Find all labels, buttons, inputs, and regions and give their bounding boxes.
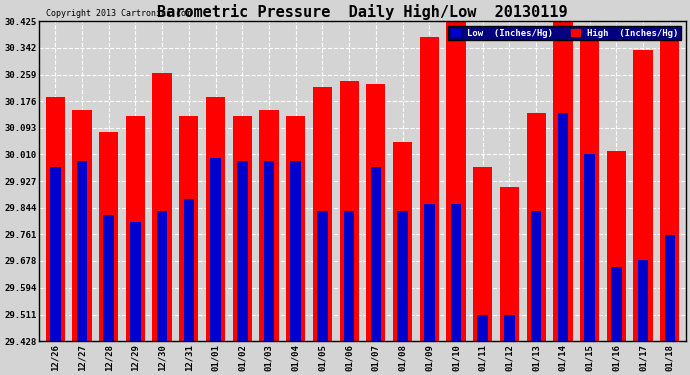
Bar: [126, 116, 145, 341]
Bar: [157, 211, 168, 341]
Bar: [371, 167, 381, 341]
Bar: [553, 21, 573, 341]
Bar: [233, 116, 252, 341]
Bar: [504, 315, 515, 341]
Bar: [580, 39, 599, 341]
Bar: [607, 151, 626, 341]
Bar: [99, 132, 118, 341]
Bar: [393, 142, 412, 341]
Bar: [660, 39, 680, 341]
Title: Barometric Pressure  Daily High/Low  20130119: Barometric Pressure Daily High/Low 20130…: [157, 4, 568, 20]
Bar: [397, 211, 408, 341]
Bar: [130, 222, 141, 341]
Bar: [420, 38, 439, 341]
Bar: [611, 267, 622, 341]
Bar: [526, 113, 546, 341]
Bar: [633, 50, 653, 341]
Bar: [50, 167, 61, 341]
Bar: [558, 113, 568, 341]
Bar: [317, 211, 328, 341]
Bar: [184, 200, 194, 341]
Bar: [584, 154, 595, 341]
Bar: [152, 73, 172, 341]
Bar: [290, 161, 301, 341]
Bar: [72, 110, 92, 341]
Bar: [339, 81, 359, 341]
Bar: [210, 158, 221, 341]
Bar: [104, 215, 114, 341]
Bar: [264, 161, 275, 341]
Text: Copyright 2013 Cartronics.com: Copyright 2013 Cartronics.com: [46, 9, 190, 18]
Bar: [313, 87, 332, 341]
Legend: Low  (Inches/Hg), High  (Inches/Hg): Low (Inches/Hg), High (Inches/Hg): [448, 26, 681, 40]
Bar: [259, 110, 279, 341]
Bar: [366, 84, 386, 341]
Bar: [473, 167, 493, 341]
Bar: [477, 315, 488, 341]
Bar: [531, 211, 542, 341]
Bar: [237, 161, 248, 341]
Bar: [46, 97, 65, 341]
Bar: [344, 211, 355, 341]
Bar: [664, 235, 675, 341]
Bar: [206, 97, 225, 341]
Bar: [638, 260, 649, 341]
Bar: [77, 161, 87, 341]
Bar: [424, 204, 435, 341]
Bar: [500, 186, 519, 341]
Bar: [446, 20, 466, 341]
Bar: [451, 204, 462, 341]
Bar: [179, 116, 199, 341]
Bar: [286, 116, 306, 341]
